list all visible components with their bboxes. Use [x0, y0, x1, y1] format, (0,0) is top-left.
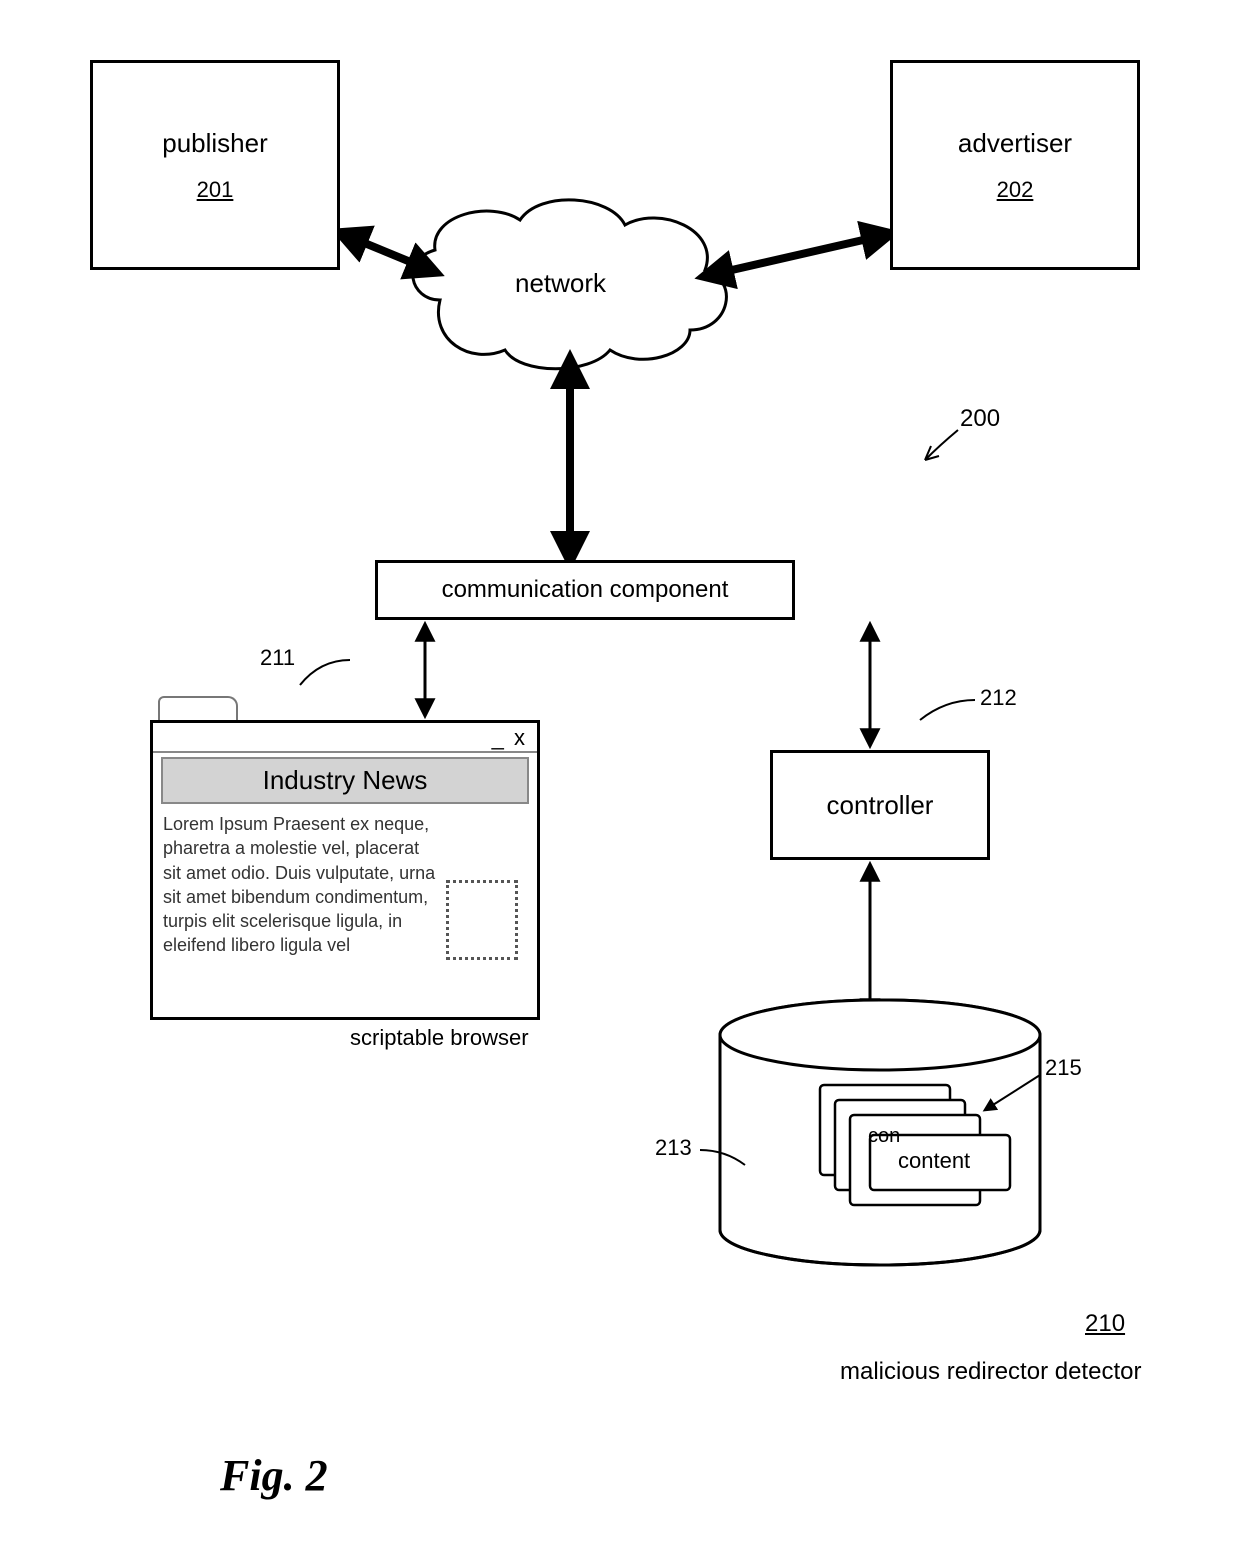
publisher-ref: 201 — [197, 177, 234, 203]
comm-component-node: communication component — [375, 560, 795, 620]
detector-caption: malicious redirector detector — [840, 1358, 1141, 1386]
callout-211 — [300, 660, 350, 685]
browser-title: Industry News — [161, 757, 529, 804]
figure-title: Fig. 2 — [220, 1450, 328, 1501]
ref-210: 210 — [1085, 1310, 1125, 1338]
ref-213: 213 — [655, 1135, 692, 1161]
publisher-label: publisher — [162, 128, 268, 159]
advertiser-node: advertiser 202 — [890, 60, 1140, 270]
network-label: network — [515, 268, 606, 299]
advertiser-ref: 202 — [997, 177, 1034, 203]
content-front-label: content — [898, 1148, 970, 1174]
callout-200 — [925, 430, 958, 460]
controller-label: controller — [827, 790, 934, 821]
browser-caption: scriptable browser — [350, 1025, 529, 1051]
edge-publisher-network — [345, 235, 430, 270]
window-controls: _ x — [492, 725, 527, 751]
edge-advertiser-network — [710, 235, 885, 275]
comm-label: communication component — [442, 576, 729, 604]
ad-placeholder — [446, 880, 518, 960]
ref-211: 211 — [260, 645, 295, 671]
browser-body-text: Lorem Ipsum Praesent ex neque, pharetra … — [163, 812, 437, 960]
diagram-canvas: publisher 201 advertiser 202 network 200… — [0, 0, 1240, 1565]
browser-tab — [158, 696, 238, 722]
controller-node: controller — [770, 750, 990, 860]
callout-212 — [920, 700, 975, 720]
publisher-node: publisher 201 — [90, 60, 340, 270]
scriptable-browser: _ x Industry News Lorem Ipsum Praesent e… — [150, 720, 540, 1020]
ref-215: 215 — [1045, 1055, 1082, 1081]
advertiser-label: advertiser — [958, 128, 1072, 159]
ref-212: 212 — [980, 685, 1017, 711]
browser-chrome: _ x — [153, 723, 537, 753]
content-behind-label: con — [868, 1125, 900, 1148]
ref-200: 200 — [960, 405, 1000, 433]
